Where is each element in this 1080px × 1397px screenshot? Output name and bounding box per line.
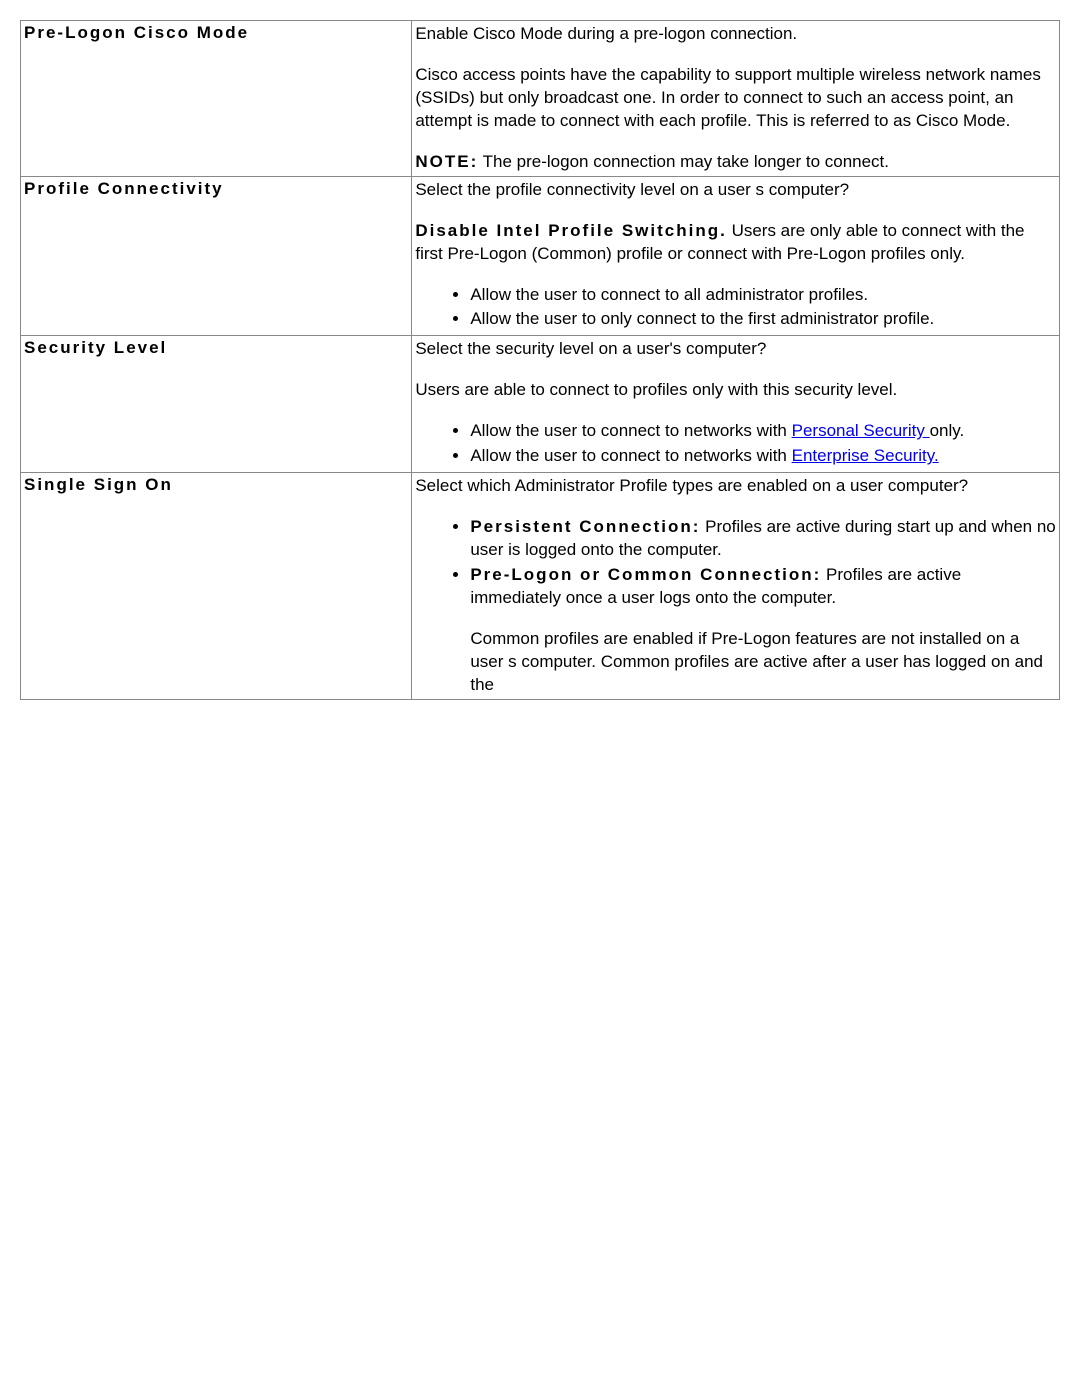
settings-table: Pre-Logon Cisco Mode Enable Cisco Mode d…	[20, 20, 1060, 700]
bullet-list: Allow the user to connect to all adminis…	[415, 284, 1056, 332]
row-description: Select which Administrator Profile types…	[412, 473, 1060, 700]
paragraph: Select the profile connectivity level on…	[415, 179, 1056, 202]
bullet-list: Persistent Connection: Profiles are acti…	[415, 516, 1056, 610]
paragraph: Enable Cisco Mode during a pre-logon con…	[415, 23, 1056, 46]
list-item: Persistent Connection: Profiles are acti…	[470, 516, 1056, 562]
row-label: Pre-Logon Cisco Mode	[21, 21, 412, 177]
table-row: Profile Connectivity Select the profile …	[21, 176, 1060, 336]
text: only.	[930, 421, 965, 440]
personal-security-link[interactable]: Personal Security	[792, 421, 930, 440]
table-row: Pre-Logon Cisco Mode Enable Cisco Mode d…	[21, 21, 1060, 177]
paragraph: NOTE: The pre-logon connection may take …	[415, 151, 1056, 174]
list-item: Allow the user to connect to all adminis…	[470, 284, 1056, 307]
table-row: Single Sign On Select which Administrato…	[21, 473, 1060, 700]
row-label: Security Level	[21, 336, 412, 473]
paragraph: Cisco access points have the capability …	[415, 64, 1056, 133]
row-description: Select the profile connectivity level on…	[412, 176, 1060, 336]
row-label: Single Sign On	[21, 473, 412, 700]
paragraph: Select which Administrator Profile types…	[415, 475, 1056, 498]
table-row: Security Level Select the security level…	[21, 336, 1060, 473]
bullet-list: Allow the user to connect to networks wi…	[415, 420, 1056, 468]
bold-lead: Persistent Connection:	[470, 517, 700, 536]
note-text: The pre-logon connection may take longer…	[478, 152, 889, 171]
row-description: Select the security level on a user's co…	[412, 336, 1060, 473]
indented-paragraph: Common profiles are enabled if Pre-Logon…	[470, 628, 1056, 697]
list-item: Allow the user to connect to networks wi…	[470, 420, 1056, 443]
text: Allow the user to connect to networks wi…	[470, 421, 791, 440]
paragraph: Users are able to connect to profiles on…	[415, 379, 1056, 402]
list-item: Pre-Logon or Common Connection: Profiles…	[470, 564, 1056, 610]
row-label: Profile Connectivity	[21, 176, 412, 336]
list-item: Allow the user to only connect to the fi…	[470, 308, 1056, 331]
paragraph: Select the security level on a user's co…	[415, 338, 1056, 361]
note-label: NOTE:	[415, 152, 478, 171]
list-item: Allow the user to connect to networks wi…	[470, 445, 1056, 468]
row-description: Enable Cisco Mode during a pre-logon con…	[412, 21, 1060, 177]
bold-lead: Disable Intel Profile Switching.	[415, 221, 727, 240]
paragraph: Disable Intel Profile Switching. Users a…	[415, 220, 1056, 266]
text: Allow the user to connect to networks wi…	[470, 446, 791, 465]
enterprise-security-link[interactable]: Enterprise Security.	[792, 446, 939, 465]
bold-lead: Pre-Logon or Common Connection:	[470, 565, 821, 584]
